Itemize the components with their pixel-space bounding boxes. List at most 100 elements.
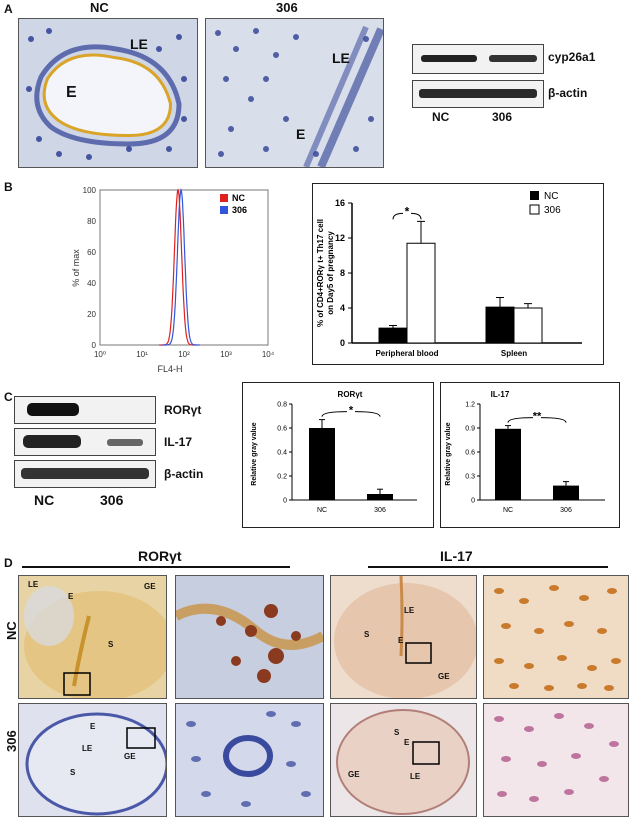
beta-actin-label-a: β-actin [548,86,588,100]
th17-legend-nc-swatch [530,191,539,200]
panel-a-letter: A [4,2,13,16]
th17-ytick-label: 12 [335,233,345,243]
flow-plot-frame [99,189,269,346]
blot-a-lane-306: 306 [492,110,513,124]
flow-xlabel: FL4-H [157,364,182,374]
flow-ytick-label: 80 [87,217,96,226]
panel-d-header-roryt: RORγt [138,548,182,564]
flow-ytick-label: 20 [87,310,96,319]
c2-ytick-label: 1.2 [465,402,475,409]
th17-bar-nc-0 [378,327,408,344]
panel-d-header-roryt-rule [22,566,290,568]
roryt-chart-title: RORγt [338,390,363,399]
il17-bar-chart: IL-17 0 0.3 0.6 0.9 1.2 NC 306 ** Relative g… [445,390,605,514]
c1-ytick-label: 0.6 [277,426,287,433]
flow-xticks: 10⁰ 10¹ 10² 10³ 10⁴ [94,350,275,359]
flow-legend-306-swatch [220,206,228,214]
r306-il17-label-ge: GE [348,770,360,779]
r306-roryt-overview-svg [19,704,166,816]
th17-significance-bracket [392,212,422,220]
panel-d-header-il17-rule [368,566,608,568]
flow-series-306 [162,188,200,346]
nc-il17-zoom-svg [484,576,628,698]
panel-a-col-306: 306 [276,0,298,15]
nc-il17-label-e: E [398,636,404,645]
r306-roryt-zoom-svg [176,704,323,816]
nc-roryt-zoom-image [175,575,324,699]
panel-d-letter: D [4,556,13,570]
il17-chart-box [440,382,620,528]
c2-bar-1 [553,485,579,500]
c1-ytick-label: 0.4 [277,450,287,457]
nc-roryt-overview-image [18,575,167,699]
roryt-yticks: 0 0.2 0.4 0.6 0.8 [277,402,292,505]
th17-significance-star: * [405,204,410,218]
nc-il17-label-ge: GE [438,672,450,681]
il17-significance-star: ** [533,411,542,423]
flow-xtick-label: 10³ [220,350,232,359]
beta-actin-label-c: β-actin [164,467,204,481]
c2-ytick-label: 0 [471,498,475,505]
cyp26a1-blot [412,44,544,74]
blot-a-lane-nc: NC [432,110,450,124]
th17-bar-chart: 0 4 8 12 16 Peripheral blood Spleen NC 306 *… [316,191,582,358]
th17-cat-pb: Peripheral blood [375,349,438,358]
blot-c-lane-nc: NC [34,492,55,508]
flow-xtick-label: 10² [178,350,190,359]
flow-ytick-label: 100 [83,186,97,195]
roryt-chart-box [242,382,434,528]
flow-legend-nc-swatch [220,194,228,202]
il17-cat-306: 306 [560,507,572,514]
r306-il17-label-e: E [404,738,410,747]
flow-histogram-chart: 0 20 40 60 80 100 10⁰ 10¹ 10² 10³ 10⁴ NC 306 FL4-… [71,186,275,374]
histology-306-image [205,18,384,168]
r306-il17-label-le: LE [410,772,421,781]
r306-il17-overview-image [330,703,477,817]
c2-ytick-label: 0.9 [465,426,475,433]
roryt-blot-label: RORγt [164,403,202,417]
cyp26a1-label: cyp26a1 [548,50,596,64]
c1-ytick-label: 0.2 [277,474,287,481]
il17-cat-nc: NC [503,507,513,514]
th17-ylabel-2: on Day5 of pregnancy [326,231,335,315]
nc-roryt-label-s: S [108,640,114,649]
flow-xtick-label: 10⁰ [94,350,106,359]
nc-roryt-label-e: E [68,592,74,601]
nc-label-le: LE [130,36,148,52]
il17-ylabel: Relative gray value [445,422,452,486]
il17-chart-title: IL-17 [491,390,510,399]
panel-b-letter: B [4,180,13,194]
row-label-nc: NC [4,621,19,640]
th17-ylabel-1: % of CD4+RORγ t+ Th17 cell [316,219,325,327]
r306-roryt-zoom-image [175,703,324,817]
panel-d-header-il17: IL-17 [440,548,473,564]
c2-ytick-label: 0.6 [465,450,475,457]
r306-il17-zoom-svg [484,704,628,816]
nc-il17-zoom-image [483,575,629,699]
nc-il17-label-le: LE [404,606,415,615]
flow-yticks: 0 20 40 60 80 100 [83,186,97,350]
histology-306-svg [206,19,383,167]
roryt-significance-bracket [321,411,381,417]
c2-ytick-label: 0.3 [465,474,475,481]
nc-roryt-label-ge: GE [144,582,156,591]
histology-nc-svg [19,19,197,167]
th17-legend-nc: NC [544,191,558,202]
roryt-ylabel: Relative gray value [251,422,258,486]
flow-legend-306: 306 [232,205,247,215]
il17-blot [14,428,156,456]
roryt-cat-306: 306 [374,507,386,514]
th17-ytick-label: 0 [340,338,345,348]
panel-c-letter: C [4,390,13,404]
beta-actin-blot-a [412,80,544,108]
roryt-bars [309,419,393,500]
306-label-le: LE [332,50,350,66]
roryt-cat-nc: NC [317,507,327,514]
r306-roryt-label-s: S [70,768,76,777]
c1-ytick-label: 0 [283,498,287,505]
nc-roryt-label-le: LE [28,580,39,589]
th17-ytick-label: 16 [335,198,345,208]
r306-il17-overview-svg [331,704,476,816]
th17-bar-306-1 [513,307,543,344]
306-label-e: E [296,126,306,142]
